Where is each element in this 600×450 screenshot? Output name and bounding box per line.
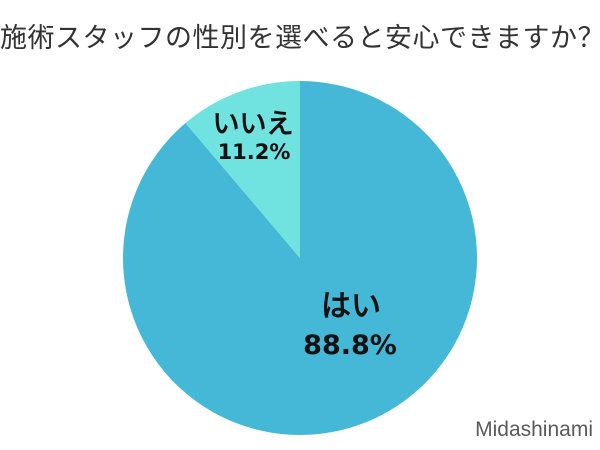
chart-title: 施術スタッフの性別を選べると安心できますか？ <box>0 23 600 54</box>
pie-slice-label-yes: はい <box>321 289 381 324</box>
watermark-text: Midashinami <box>475 418 593 441</box>
pie-slice-label-no: いいえ <box>213 109 294 140</box>
pie-slice-pct-no: 11.2% <box>218 140 291 164</box>
pie-slice-no <box>185 81 300 258</box>
pie-slice-pct-yes: 88.8% <box>303 330 397 361</box>
pie-slice-yes <box>122 81 477 435</box>
